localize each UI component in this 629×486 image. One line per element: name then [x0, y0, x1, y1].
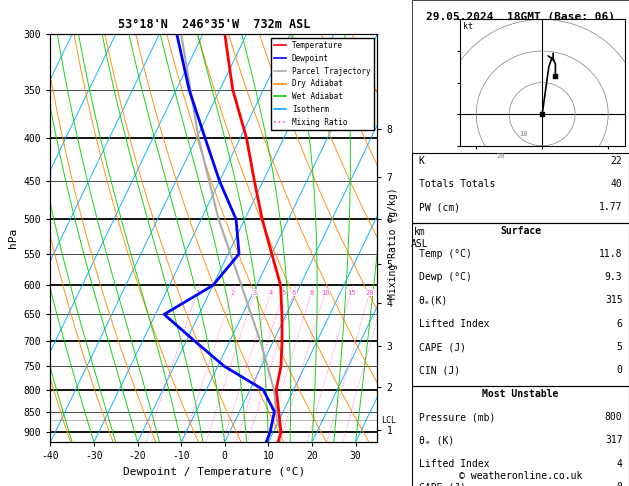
Text: 40: 40 — [611, 179, 623, 189]
X-axis label: Dewpoint / Temperature (°C): Dewpoint / Temperature (°C) — [123, 467, 305, 477]
Text: 20: 20 — [365, 290, 374, 295]
Text: CIN (J): CIN (J) — [418, 365, 460, 376]
Text: 3: 3 — [252, 290, 257, 295]
Text: 800: 800 — [605, 412, 623, 422]
Text: 22: 22 — [611, 156, 623, 166]
Text: 317: 317 — [605, 435, 623, 446]
Text: 10: 10 — [519, 131, 528, 138]
Text: 2: 2 — [230, 290, 235, 295]
Text: 15: 15 — [347, 290, 355, 295]
Text: 6: 6 — [616, 319, 623, 329]
Text: 0: 0 — [616, 365, 623, 376]
Text: CAPE (J): CAPE (J) — [418, 482, 465, 486]
Text: 10: 10 — [321, 290, 330, 295]
Legend: Temperature, Dewpoint, Parcel Trajectory, Dry Adiabat, Wet Adiabat, Isotherm, Mi: Temperature, Dewpoint, Parcel Trajectory… — [271, 38, 374, 130]
Text: 4: 4 — [269, 290, 273, 295]
Text: 5: 5 — [281, 290, 286, 295]
Text: 315: 315 — [605, 295, 623, 306]
Text: Dewp (°C): Dewp (°C) — [418, 272, 471, 282]
Text: θₑ(K): θₑ(K) — [418, 295, 448, 306]
Text: 4: 4 — [616, 459, 623, 469]
Y-axis label: km
ASL: km ASL — [411, 227, 429, 249]
Text: CAPE (J): CAPE (J) — [418, 342, 465, 352]
Text: Surface: Surface — [500, 226, 541, 236]
Text: 1: 1 — [195, 290, 199, 295]
Text: © weatheronline.co.uk: © weatheronline.co.uk — [459, 471, 582, 481]
Text: 0: 0 — [616, 482, 623, 486]
Text: kt: kt — [463, 22, 473, 31]
Text: K: K — [418, 156, 425, 166]
Text: 9.3: 9.3 — [605, 272, 623, 282]
Text: LCL: LCL — [382, 416, 396, 425]
Title: 53°18'N  246°35'W  732m ASL: 53°18'N 246°35'W 732m ASL — [118, 18, 310, 32]
Text: Temp (°C): Temp (°C) — [418, 249, 471, 259]
Text: 6: 6 — [292, 290, 296, 295]
Text: Pressure (mb): Pressure (mb) — [418, 412, 495, 422]
Text: Lifted Index: Lifted Index — [418, 319, 489, 329]
Text: θₑ (K): θₑ (K) — [418, 435, 454, 446]
Text: Mixing Ratio (g/kg): Mixing Ratio (g/kg) — [388, 187, 398, 299]
Text: PW (cm): PW (cm) — [418, 202, 460, 212]
Text: 5: 5 — [616, 342, 623, 352]
Text: 1.77: 1.77 — [599, 202, 623, 212]
Text: 20: 20 — [496, 154, 504, 159]
Y-axis label: hPa: hPa — [8, 228, 18, 248]
Text: 8: 8 — [309, 290, 313, 295]
Text: 11.8: 11.8 — [599, 249, 623, 259]
Text: Most Unstable: Most Unstable — [482, 389, 559, 399]
Text: 29.05.2024  18GMT (Base: 06): 29.05.2024 18GMT (Base: 06) — [426, 12, 615, 22]
Text: Totals Totals: Totals Totals — [418, 179, 495, 189]
Text: Lifted Index: Lifted Index — [418, 459, 489, 469]
